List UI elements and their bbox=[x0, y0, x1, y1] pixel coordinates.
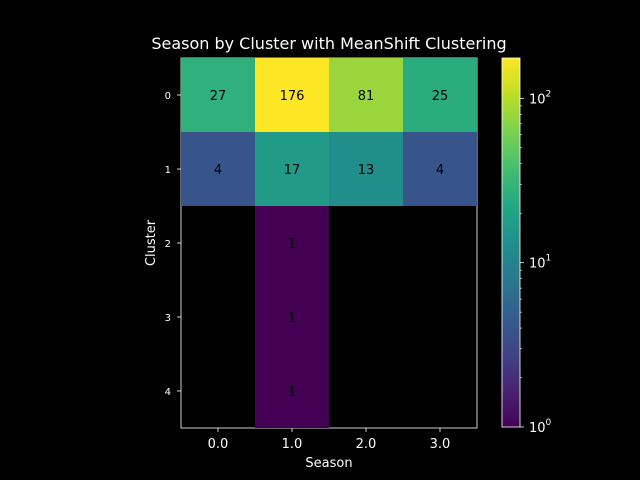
heatmap-cell bbox=[329, 58, 403, 132]
cell-value-label: 1 bbox=[288, 311, 296, 326]
cell-value-labels: 27 176 81 25 4 17 13 4 1 1 1 bbox=[210, 89, 449, 400]
x-tick-label: 2.0 bbox=[356, 437, 377, 452]
y-tick-label: 3 bbox=[165, 313, 171, 324]
y-tick-label: 2 bbox=[165, 239, 171, 250]
heatmap-cell bbox=[181, 58, 255, 132]
heatmap-cell bbox=[403, 132, 477, 206]
cell-value-label: 1 bbox=[288, 385, 296, 400]
cell-value-label: 1 bbox=[288, 237, 296, 252]
colorbar-frame bbox=[501, 57, 521, 428]
x-axis-label: Season bbox=[305, 456, 352, 471]
cell-value-label: 13 bbox=[358, 163, 375, 178]
y-axis-label: Cluster bbox=[144, 219, 159, 266]
x-tick-label: 0.0 bbox=[208, 437, 229, 452]
cell-value-label: 27 bbox=[210, 89, 227, 104]
heatmap-cells bbox=[181, 58, 477, 428]
heatmap-cell bbox=[181, 132, 255, 206]
cell-value-label: 17 bbox=[284, 163, 301, 178]
heatmap-cell bbox=[255, 132, 329, 206]
y-axis: 0 1 2 3 4 bbox=[165, 91, 181, 398]
colorbar-gradient bbox=[502, 58, 520, 427]
cell-value-label: 176 bbox=[280, 89, 305, 104]
heatmap-cell bbox=[255, 280, 329, 354]
cell-value-label: 81 bbox=[358, 89, 375, 104]
heatmap-cell bbox=[403, 58, 477, 132]
y-tick-label: 0 bbox=[165, 91, 171, 102]
x-axis: 0.0 1.0 2.0 3.0 bbox=[208, 428, 451, 452]
cell-value-label: 4 bbox=[214, 163, 222, 178]
x-tick-label: 1.0 bbox=[282, 437, 303, 452]
chart-title: Season by Cluster with MeanShift Cluster… bbox=[151, 34, 506, 53]
cell-value-label: 4 bbox=[436, 163, 444, 178]
heatmap-cell bbox=[255, 354, 329, 428]
heatmap-cell bbox=[329, 132, 403, 206]
y-tick-label: 4 bbox=[165, 387, 171, 398]
y-tick-label: 1 bbox=[165, 165, 171, 176]
heatmap-cell bbox=[255, 58, 329, 132]
cell-value-label: 25 bbox=[432, 89, 449, 104]
heatmap-cell bbox=[255, 206, 329, 280]
x-tick-label: 3.0 bbox=[430, 437, 451, 452]
